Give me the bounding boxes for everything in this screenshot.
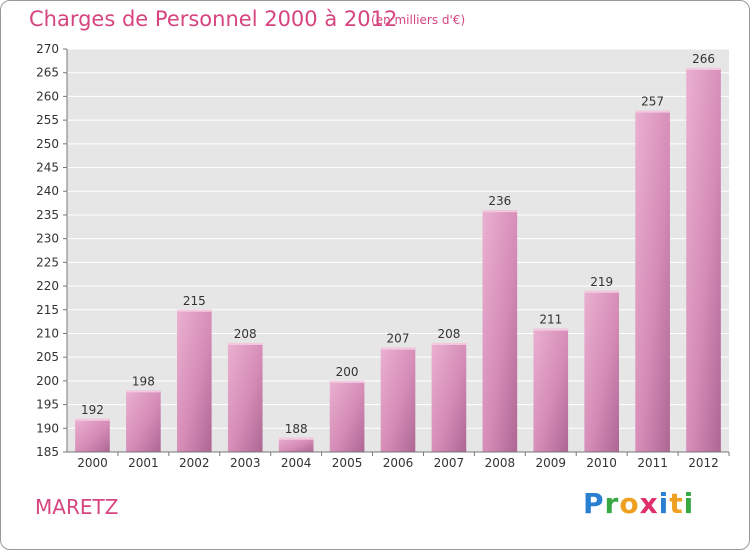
logo-letter: i bbox=[658, 487, 670, 520]
data-label: 236 bbox=[488, 194, 511, 208]
y-tick-label: 205 bbox=[36, 350, 59, 364]
bar-highlight bbox=[431, 342, 467, 345]
bar-2010 bbox=[584, 290, 620, 452]
bar-highlight bbox=[533, 328, 569, 331]
bar-2005 bbox=[329, 380, 365, 452]
x-tick-label: 2009 bbox=[535, 456, 566, 470]
bar-2009 bbox=[533, 328, 569, 452]
y-tick-label: 220 bbox=[36, 279, 59, 293]
y-tick-label: 240 bbox=[36, 184, 59, 198]
y-tick-label: 200 bbox=[36, 374, 59, 388]
y-tick-label: 185 bbox=[36, 445, 59, 459]
bar-2011 bbox=[635, 110, 670, 453]
data-label: 266 bbox=[692, 52, 715, 66]
bar-2004 bbox=[278, 437, 314, 452]
bar-highlight bbox=[584, 290, 620, 293]
y-tick-label: 245 bbox=[36, 161, 59, 175]
x-tick-label: 2011 bbox=[637, 456, 668, 470]
y-tick-label: 250 bbox=[36, 137, 59, 151]
x-tick-label: 2005 bbox=[332, 456, 363, 470]
y-tick-label: 265 bbox=[36, 66, 59, 80]
data-label: 219 bbox=[590, 275, 613, 289]
x-tick-label: 2006 bbox=[383, 456, 414, 470]
x-tick-label: 2003 bbox=[230, 456, 261, 470]
chart-subtitle: (en milliers d'€) bbox=[371, 13, 466, 27]
data-label: 192 bbox=[81, 403, 104, 417]
bar-2002 bbox=[176, 309, 212, 452]
bar-highlight bbox=[278, 437, 314, 440]
logo-letter: o bbox=[619, 487, 640, 520]
data-label: 215 bbox=[183, 294, 206, 308]
y-axis: 185 190 195 200 205 210 215 220 225 230 235 240 245 2… bbox=[36, 42, 729, 459]
bar-2007 bbox=[431, 342, 467, 452]
y-tick-label: 215 bbox=[36, 303, 59, 317]
x-tick-label: 2012 bbox=[688, 456, 719, 470]
y-tick-label: 230 bbox=[36, 232, 59, 246]
proxiti-logo: Proxiti bbox=[583, 487, 694, 520]
x-tick-label: 2000 bbox=[77, 456, 108, 470]
data-label: 208 bbox=[234, 327, 257, 341]
bar-2003 bbox=[227, 342, 263, 452]
bar-highlight bbox=[635, 110, 670, 113]
chart-title: Charges de Personnel 2000 à 2012 bbox=[29, 7, 398, 31]
bar-highlight bbox=[75, 418, 110, 421]
x-axis: 2000 2001 2002 2003 2004 2005 2006 2007 2008 2009… bbox=[77, 452, 730, 470]
bar-2012 bbox=[686, 67, 721, 452]
x-tick-label: 2008 bbox=[485, 456, 516, 470]
y-tick-label: 260 bbox=[36, 89, 59, 103]
data-label: 257 bbox=[641, 95, 664, 109]
data-label: 198 bbox=[132, 374, 155, 388]
data-label: 208 bbox=[437, 327, 460, 341]
bar-highlight bbox=[329, 380, 365, 383]
logo-letter: t bbox=[669, 487, 684, 520]
x-tick-label: 2010 bbox=[586, 456, 617, 470]
bar-highlight bbox=[227, 342, 263, 345]
y-tick-label: 225 bbox=[36, 255, 59, 269]
bar-highlight bbox=[482, 210, 518, 213]
logo-letter: r bbox=[604, 487, 620, 520]
data-labels: 192 198 215 208 188 200 207 208 236 211 219 257 266 bbox=[81, 52, 715, 436]
data-label: 211 bbox=[539, 313, 562, 327]
logo-letter: i bbox=[683, 487, 695, 520]
bar-highlight bbox=[686, 67, 721, 70]
y-tick-label: 235 bbox=[36, 208, 59, 222]
bar-highlight bbox=[380, 347, 416, 350]
bar-2000 bbox=[75, 418, 110, 452]
bars bbox=[75, 67, 721, 453]
data-label: 200 bbox=[336, 365, 359, 379]
bar-highlight bbox=[176, 309, 212, 312]
x-tick-label: 2007 bbox=[434, 456, 465, 470]
place-name: MARETZ bbox=[35, 495, 119, 519]
bar-2006 bbox=[380, 347, 416, 452]
x-tick-label: 2004 bbox=[281, 456, 312, 470]
data-label: 188 bbox=[285, 422, 308, 436]
bar-2008 bbox=[482, 210, 518, 452]
bar-highlight bbox=[126, 390, 161, 393]
logo-letter: x bbox=[639, 487, 659, 520]
y-tick-label: 270 bbox=[36, 42, 59, 56]
x-tick-label: 2001 bbox=[128, 456, 159, 470]
y-tick-label: 255 bbox=[36, 113, 59, 127]
data-label: 207 bbox=[387, 332, 410, 346]
y-tick-label: 195 bbox=[36, 398, 59, 412]
x-tick-label: 2002 bbox=[179, 456, 210, 470]
logo-letter: P bbox=[583, 487, 605, 520]
y-tick-label: 190 bbox=[36, 421, 59, 435]
bar-2001 bbox=[126, 390, 161, 452]
y-tick-label: 210 bbox=[36, 326, 59, 340]
